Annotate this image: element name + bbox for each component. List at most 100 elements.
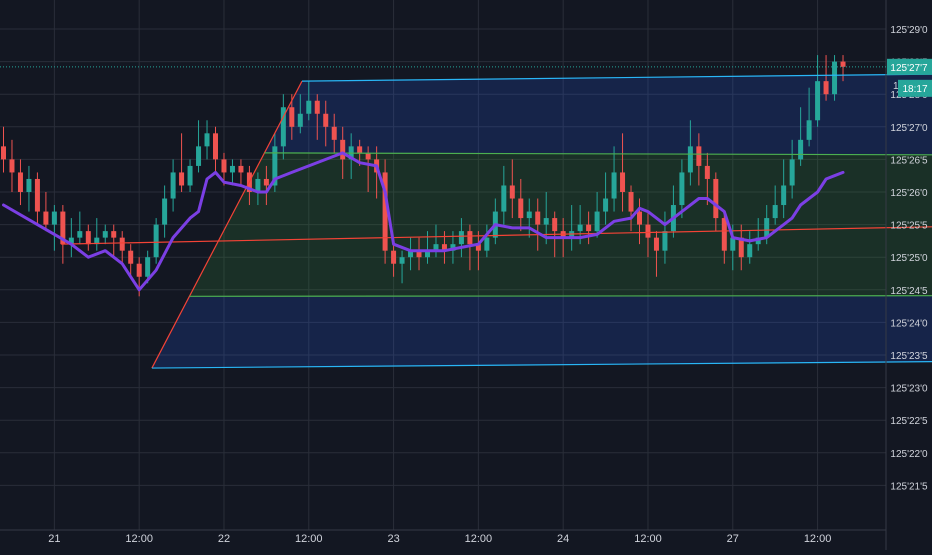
candle-body (137, 264, 142, 277)
candle-body (298, 114, 303, 127)
candle-body (510, 185, 515, 198)
candle-body (196, 146, 201, 166)
candle-body (221, 159, 226, 172)
pitchfork-fill-middle (189, 153, 932, 296)
candle-body (1, 146, 6, 159)
y-tick-label: 125'26'0 (890, 188, 928, 199)
countdown-label: 18:17 (902, 84, 927, 95)
candle-body (688, 146, 693, 172)
candle-body (544, 218, 549, 225)
candle-body (120, 238, 125, 251)
y-tick-label: 125'25'0 (890, 253, 928, 264)
y-tick-label: 125'27'0 (890, 123, 928, 134)
candle-body (645, 225, 650, 238)
candle-body (9, 159, 14, 172)
y-tick-label: 125'22'5 (890, 416, 928, 427)
candle-body (26, 179, 31, 192)
candle-body (315, 101, 320, 114)
candle-body (238, 166, 243, 173)
candle-body (586, 225, 591, 232)
candle-body (484, 238, 489, 251)
y-tick-label: 125'29'0 (890, 25, 928, 36)
candle-body (366, 153, 371, 160)
x-tick-label: 24 (557, 533, 569, 545)
candle-body (773, 205, 778, 218)
candle-body (111, 231, 116, 238)
candle-body (357, 146, 362, 153)
y-tick-label: 125'25'5 (890, 221, 928, 232)
candle-body (103, 231, 108, 238)
candle-body (595, 212, 600, 232)
candle-body (128, 251, 133, 264)
candle-body (43, 212, 48, 225)
candle-body (459, 231, 464, 244)
candle-body (824, 81, 829, 94)
candle-body (154, 225, 159, 258)
candle-body (815, 81, 820, 120)
candle-body (637, 212, 642, 225)
y-tick-label: 125'23'0 (890, 384, 928, 395)
candle-body (518, 199, 523, 219)
candle-body (264, 179, 269, 186)
candle-body (535, 212, 540, 225)
candle-body (722, 218, 727, 251)
x-tick-label: 21 (48, 533, 60, 545)
y-tick-label: 125'21'5 (890, 481, 928, 492)
x-tick-label: 12:00 (125, 533, 153, 545)
candle-body (679, 172, 684, 205)
candle-body (306, 101, 311, 114)
candle-body (77, 231, 82, 238)
candle-body (289, 107, 294, 127)
candle-body (213, 133, 218, 159)
pitchfork-fill-lower (152, 296, 932, 368)
candle-body (86, 231, 91, 244)
candle-body (340, 140, 345, 160)
candle-body (841, 62, 846, 67)
candle-body (391, 251, 396, 264)
candle-body (696, 146, 701, 166)
candle-body (52, 212, 57, 225)
pitchfork-fill-upper (265, 74, 932, 155)
x-tick-label: 27 (727, 533, 739, 545)
candle-body (400, 257, 405, 264)
current-price-label: 125'27'7 (890, 63, 928, 74)
candle-body (332, 127, 337, 140)
candle-body (578, 225, 583, 232)
candle-body (747, 244, 752, 257)
candle-body (18, 172, 23, 192)
candle-body (35, 179, 40, 212)
y-tick-label: 125'23'5 (890, 351, 928, 362)
x-tick-label: 12:00 (295, 533, 323, 545)
candle-body (501, 185, 506, 211)
x-tick-label: 12:00 (465, 533, 493, 545)
candle-body (323, 114, 328, 127)
candle-body (527, 212, 532, 219)
candle-body (552, 218, 557, 231)
candle-body (205, 133, 210, 146)
candle-body (629, 192, 634, 212)
candle-body (179, 172, 184, 185)
y-tick-label: 125'26'5 (890, 155, 928, 166)
candle-body (162, 199, 167, 225)
candle-body (230, 166, 235, 173)
y-tick-label: 125'22'0 (890, 449, 928, 460)
candle-body (781, 185, 786, 205)
candle-body (713, 179, 718, 218)
candle-body (662, 231, 667, 251)
x-tick-label: 12:00 (804, 533, 832, 545)
x-tick-label: 23 (387, 533, 399, 545)
partial-tick-label: 1 (893, 81, 899, 92)
candle-body (171, 172, 176, 198)
candle-body (612, 172, 617, 198)
y-tick-label: 125'24'0 (890, 318, 928, 329)
candle-body (790, 159, 795, 185)
candle-body (705, 166, 710, 179)
candle-body (654, 238, 659, 251)
candle-body (145, 257, 150, 277)
candle-body (807, 120, 812, 140)
pitchfork-inner-lower-line (189, 296, 932, 297)
x-tick-label: 22 (218, 533, 230, 545)
candle-body (603, 199, 608, 212)
